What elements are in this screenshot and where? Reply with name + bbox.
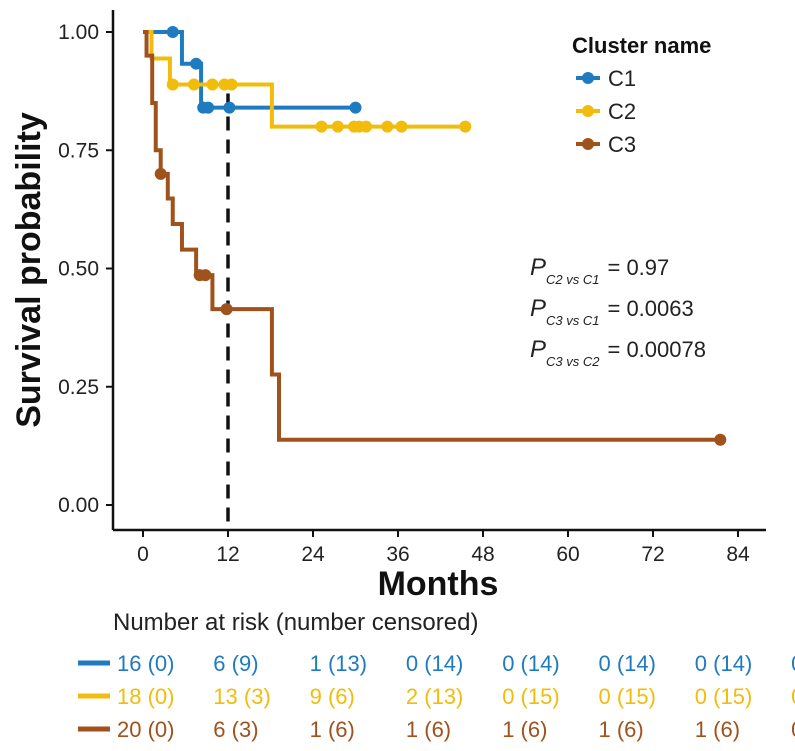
x-tick-label: 60 xyxy=(556,543,579,566)
p-value-annotation: PC3 vs C1 = 0.0063 xyxy=(530,295,694,328)
risk-cell: 0 (15) xyxy=(599,684,656,709)
legend-swatch-dot xyxy=(582,72,594,84)
risk-row-c3: 20 (0) 6 (3) 1 (6) 1 (6) 1 (6) 1 (6) 1 (6) 0 (7… xyxy=(78,717,795,742)
risk-cell: 0 (14) xyxy=(599,651,656,676)
survival-curve-c2 xyxy=(143,30,466,129)
risk-cell: 13 (3) xyxy=(213,684,270,709)
censor-mark-c2 xyxy=(459,120,472,133)
legend-item-c3: C3 xyxy=(576,132,636,157)
p-value-annotations: PC2 vs C1 = 0.97 PC3 vs C1 = 0.0063 PC3 vs C… xyxy=(530,254,706,369)
censor-mark-c2 xyxy=(315,120,328,133)
risk-cell: 0 (14) xyxy=(502,651,559,676)
censor-mark-c3 xyxy=(154,167,167,180)
x-tick-label: 48 xyxy=(471,543,494,566)
y-tick-label: 1.00 xyxy=(58,21,99,44)
legend-item-c2: C2 xyxy=(576,99,636,124)
risk-cell: 18 (0) xyxy=(117,684,174,709)
legend-swatch-dot xyxy=(582,138,594,150)
risk-cell: 0 (15) xyxy=(695,684,752,709)
risk-cell: 20 (0) xyxy=(117,717,174,742)
legend-item-c1: C1 xyxy=(576,66,636,91)
censor-mark-c2 xyxy=(206,78,219,91)
x-tick-label: 84 xyxy=(726,543,750,566)
risk-cell: 2 (13) xyxy=(406,684,463,709)
risk-row-c1: 16 (0) 6 (9) 1 (13) 0 (14) 0 (14) 0 (14) 0 (14… xyxy=(78,651,795,676)
x-tick-label: 36 xyxy=(386,543,409,566)
censor-mark-c2 xyxy=(395,120,408,133)
censor-mark-c1 xyxy=(349,101,362,114)
p-value-annotation: PC3 vs C2 = 0.00078 xyxy=(530,336,706,369)
risk-cell: 1 (13) xyxy=(310,651,367,676)
censor-mark-c1 xyxy=(202,101,215,114)
legend-label: C3 xyxy=(608,132,636,157)
y-tick-label: 0.50 xyxy=(58,258,99,281)
risk-cell: 0 (15) xyxy=(791,684,795,709)
y-tick-label: 0.25 xyxy=(58,376,99,399)
risk-cell: 1 (6) xyxy=(406,717,451,742)
censor-mark-c2 xyxy=(166,78,179,91)
survival-curve-c3 xyxy=(143,30,721,442)
risk-cell: 0 (14) xyxy=(406,651,463,676)
censor-mark-c1 xyxy=(223,101,236,114)
censor-mark-c1 xyxy=(190,57,203,70)
risk-table: Number at risk (number censored) 16 (0) 6… xyxy=(78,609,795,742)
censor-mark-c2 xyxy=(188,78,200,91)
censor-mark-c3 xyxy=(220,303,233,316)
x-tick-label: 24 xyxy=(301,543,325,566)
legend-label: C2 xyxy=(608,99,636,124)
censor-mark-c2 xyxy=(381,120,394,133)
y-tick-label: 0.00 xyxy=(58,494,99,517)
censor-mark-c3 xyxy=(714,433,727,446)
risk-table-title: Number at risk (number censored) xyxy=(113,609,478,636)
survival-curve-c1 xyxy=(143,30,356,110)
y-tick-label: 0.75 xyxy=(58,139,99,162)
x-axis-title: Months xyxy=(378,565,499,603)
risk-cell: 6 (9) xyxy=(213,651,258,676)
risk-cell: 1 (6) xyxy=(599,717,644,742)
x-tick-label: 12 xyxy=(216,543,239,566)
censor-mark-c2 xyxy=(331,120,344,133)
risk-cell: 1 (6) xyxy=(310,717,355,742)
censor-mark-c1 xyxy=(166,26,179,38)
risk-cell: 0 (7) xyxy=(791,717,795,742)
legend-label: C1 xyxy=(608,66,636,91)
legend-swatch-dot xyxy=(582,105,594,117)
risk-cell: 1 (6) xyxy=(502,717,547,742)
risk-cell: 6 (3) xyxy=(213,717,258,742)
risk-cell: 1 (6) xyxy=(695,717,740,742)
censor-mark-c2 xyxy=(225,78,238,91)
censor-mark-c2 xyxy=(360,120,373,133)
legend-title: Cluster name xyxy=(572,33,711,58)
x-tick-label: 0 xyxy=(137,543,149,566)
y-axis-title: Survival probability xyxy=(10,112,48,428)
censor-mark-c3 xyxy=(199,269,212,282)
risk-cell: 0 (14) xyxy=(695,651,752,676)
p-value-annotation: PC2 vs C1 = 0.97 xyxy=(530,254,669,287)
risk-cell: 9 (6) xyxy=(310,684,355,709)
risk-row-c2: 18 (0) 13 (3) 9 (6) 2 (13) 0 (15) 0 (15) 0 (15… xyxy=(78,684,795,709)
risk-cell: 0 (14) xyxy=(791,651,795,676)
risk-cell: 0 (15) xyxy=(502,684,559,709)
x-tick-label: 72 xyxy=(641,543,664,566)
risk-cell: 16 (0) xyxy=(117,651,174,676)
legend: Cluster name C1 C2 C3 xyxy=(572,33,711,157)
